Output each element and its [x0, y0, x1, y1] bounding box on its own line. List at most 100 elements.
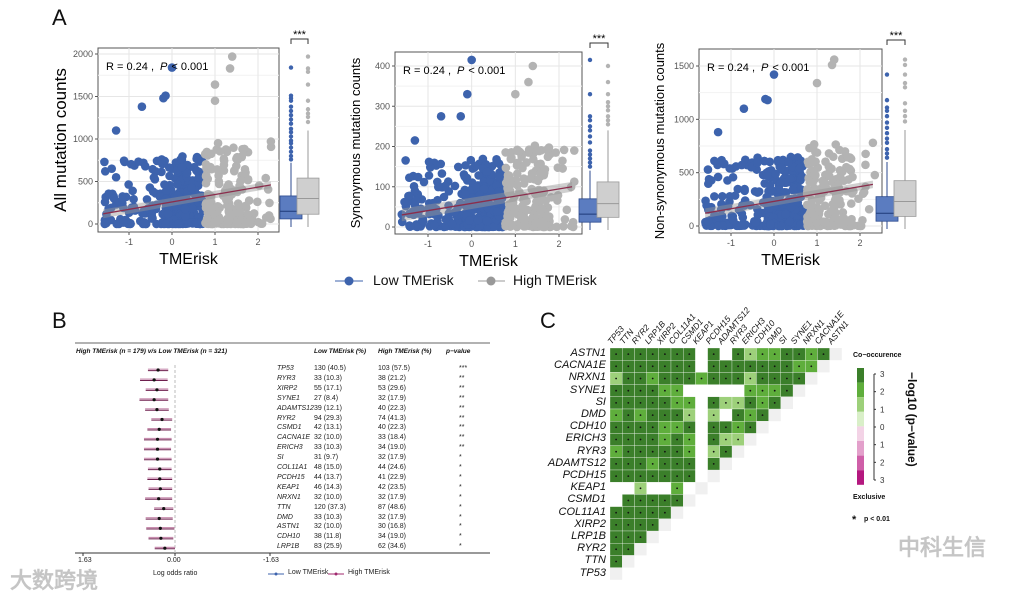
low-risk-point [450, 207, 459, 217]
significance-star [627, 511, 630, 514]
high-risk-point [528, 61, 538, 71]
significance-star [615, 475, 617, 477]
low-risk-point [785, 217, 795, 226]
significance-star [651, 377, 654, 380]
heatmap-row-label: ERICH3 [565, 432, 606, 445]
low-risk-point [405, 222, 415, 231]
row-p: ** [459, 414, 465, 422]
significance-star [664, 389, 666, 392]
high-outlier [902, 108, 908, 114]
significance-star [651, 463, 654, 465]
row-p: * [459, 503, 462, 511]
significance-star [737, 365, 739, 368]
high-risk-point [524, 145, 534, 154]
significance-star [688, 402, 691, 404]
high-outlier [305, 111, 311, 116]
legend-color-block [857, 411, 864, 427]
low-outlier [288, 93, 294, 98]
forest-xtick: 0.00 [167, 557, 181, 564]
low-risk-point [401, 156, 410, 165]
low-risk-point [751, 218, 760, 228]
high-risk-point [244, 196, 254, 205]
legend-color-block [857, 441, 864, 456]
high-risk-point [222, 182, 232, 192]
odds-ratio-point [155, 437, 160, 441]
significance-star [615, 560, 617, 563]
low-risk-point [716, 205, 726, 214]
significance-star [639, 402, 642, 404]
diagonal-cell [817, 360, 830, 373]
low-outlier [288, 121, 294, 126]
low-risk-point [753, 158, 762, 168]
low-risk-point [453, 162, 463, 172]
high-risk-point [501, 221, 510, 231]
high-risk-point [512, 146, 522, 156]
high-risk-point [562, 205, 572, 215]
significance-star [688, 475, 691, 477]
low-risk-point [795, 220, 805, 230]
y-tick-label: 1000 [73, 134, 93, 144]
high-risk-point [553, 163, 563, 172]
high-risk-point [551, 148, 561, 157]
significance-star [639, 475, 642, 477]
heatmap-row-label: CSMD1 [567, 493, 606, 506]
low-risk-point [104, 204, 113, 214]
odds-ratio-point [155, 388, 159, 392]
significance-star [664, 438, 666, 441]
high-outlier [605, 63, 611, 69]
row-high: 32 (17.9) [378, 454, 407, 462]
row-gene: CDH10 [277, 533, 300, 541]
significance-star [786, 389, 788, 392]
significance-star [712, 353, 715, 355]
y-tick-label: 2000 [73, 49, 93, 59]
low-risk-point [467, 55, 476, 65]
low-risk-point [194, 198, 204, 207]
significance-star [664, 365, 666, 368]
significance-star [761, 365, 764, 368]
high-risk-point [240, 164, 250, 174]
significance-star [712, 402, 715, 404]
low-risk-point [147, 214, 157, 223]
significance-star [676, 377, 678, 380]
row-gene: TTN [277, 503, 291, 511]
low-outlier [288, 157, 294, 162]
low-risk-point [411, 196, 421, 205]
low-outlier [587, 160, 593, 165]
diagonal-cell [671, 506, 684, 519]
odds-ratio-point [157, 516, 161, 521]
significance-star [639, 353, 642, 355]
significance-star [627, 389, 630, 392]
odds-ratio-point [158, 467, 162, 471]
low-risk-point [145, 205, 154, 214]
high-outlier [605, 79, 611, 85]
significance-stars: *** [890, 30, 904, 42]
low-risk-point [797, 172, 807, 182]
low-risk-point [161, 194, 170, 204]
significance-star [786, 365, 788, 368]
low-risk-point [475, 190, 484, 200]
significance-star [651, 353, 654, 355]
legend-tick-label: 1 [880, 441, 885, 450]
high-risk-point [222, 194, 232, 204]
low-risk-point [172, 180, 182, 189]
row-low: 33 (10.3) [314, 374, 343, 382]
legend-color-block [857, 368, 864, 383]
low-risk-point [494, 172, 503, 181]
high-risk-point [236, 177, 245, 186]
sig-text: p < 0.01 [864, 516, 890, 523]
low-risk-point [428, 198, 437, 208]
low-risk-point [117, 195, 127, 204]
correlation-annotation: R = 0.24 , P < 0.001 [106, 61, 208, 73]
high-outlier [605, 118, 611, 123]
low-outlier [884, 140, 890, 145]
low-risk-point [413, 204, 423, 214]
x-tick-label: 0 [169, 237, 174, 247]
significance-star [627, 438, 630, 441]
low-risk-point [739, 104, 749, 113]
odds-ratio-point [155, 408, 159, 412]
low-outlier [587, 91, 593, 97]
high-risk-point [507, 220, 517, 229]
low-risk-point [479, 184, 489, 194]
significance-star [676, 438, 678, 441]
col-header-high: High TMErisk (%) [378, 348, 432, 355]
